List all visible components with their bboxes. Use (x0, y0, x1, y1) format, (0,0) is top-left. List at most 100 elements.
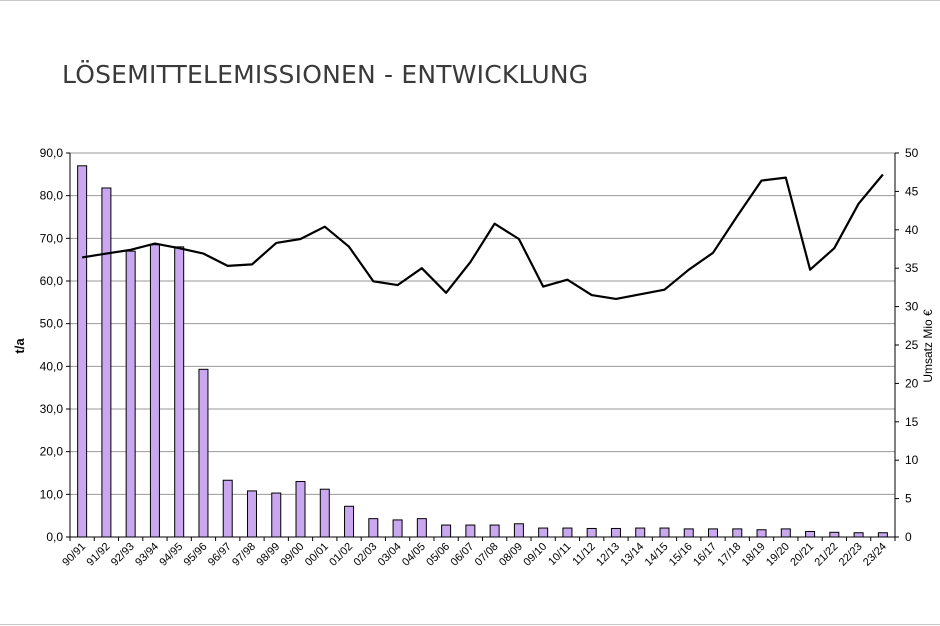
bar-series (77, 165, 888, 538)
bar-99-00 (295, 481, 306, 538)
x-tick-label: 11/12 (570, 541, 597, 568)
x-tick-label: 98/99 (254, 541, 282, 569)
y-right-tick-label: 5 (905, 492, 912, 506)
y-right-tick-label: 40 (905, 223, 919, 237)
x-tick-label: 00/01 (303, 541, 331, 569)
bar-05-06 (441, 524, 452, 538)
bar-23-24 (877, 532, 888, 538)
bar-22-23 (853, 532, 864, 538)
bar-98-99 (271, 492, 282, 538)
bar-92-93 (125, 250, 136, 538)
x-tick-label: 95/96 (182, 541, 210, 569)
x-tick-label: 91/92 (85, 541, 113, 569)
bar-19-20 (780, 528, 791, 538)
bar-21-22 (829, 531, 840, 538)
y-axis-right-title: Umsatz Mio € (921, 309, 935, 383)
x-tick-label: 01/02 (327, 541, 355, 569)
bar-04-05 (416, 518, 427, 538)
y-right-tick-label: 30 (905, 300, 919, 314)
x-tick-label: 92/93 (109, 541, 137, 569)
y-right-tick-label: 15 (905, 415, 919, 429)
bar-15-16 (683, 528, 694, 538)
y-right-tick-label: 45 (905, 184, 919, 198)
slide-bottom-border (0, 624, 940, 625)
bar-13-14 (635, 527, 646, 538)
x-tick-label: 21/22 (813, 541, 841, 569)
x-axis-ticks: 90/9191/9292/9393/9494/9595/9696/9797/98… (60, 537, 896, 569)
x-tick-label: 09/10 (521, 541, 549, 569)
x-tick-label: 94/95 (157, 541, 185, 569)
x-tick-label: 97/98 (230, 541, 258, 569)
y-tick-label: 70,0 (40, 231, 64, 245)
x-tick-label: 13/14 (618, 541, 646, 569)
x-tick-label: 90/91 (60, 541, 88, 569)
plot-frame (69, 152, 896, 538)
y-right-tick-label: 10 (905, 453, 919, 467)
bar-20-21 (805, 530, 816, 538)
x-tick-label: 22/23 (837, 541, 865, 569)
bar-91-92 (101, 187, 112, 538)
y-axis-left-title: t/a (12, 338, 27, 354)
x-tick-label: 04/05 (400, 541, 428, 569)
x-tick-label: 17/18 (715, 541, 743, 569)
bar-96-97 (222, 479, 233, 538)
bar-18-19 (756, 529, 767, 538)
slide-top-border (0, 0, 940, 1)
y-tick-label: 80,0 (40, 189, 64, 203)
bar-06-07 (465, 524, 476, 538)
bar-07-08 (489, 524, 500, 538)
x-tick-label: 06/07 (449, 541, 477, 569)
bar-95-96 (198, 368, 209, 538)
line-series (81, 173, 884, 300)
y-tick-label: 0,0 (46, 530, 63, 544)
bar-08-09 (513, 523, 524, 538)
x-tick-label: 08/09 (497, 541, 525, 569)
x-tick-label: 14/15 (643, 541, 671, 569)
y-tick-label: 50,0 (40, 317, 64, 331)
x-tick-label: 23/24 (861, 541, 889, 569)
bar-97-98 (246, 490, 257, 538)
line-umsatz (81, 173, 884, 300)
y-tick-label: 30,0 (40, 402, 64, 416)
bar-03-04 (392, 519, 403, 538)
x-tick-label: 02/03 (351, 541, 379, 569)
bar-93-94 (149, 244, 160, 538)
y-tick-label: 20,0 (40, 445, 64, 459)
y-right-tick-label: 50 (905, 146, 919, 160)
y-tick-label: 60,0 (40, 274, 64, 288)
y-right-tick-label: 20 (905, 376, 919, 390)
x-tick-label: 10/11 (546, 541, 573, 568)
x-tick-label: 07/08 (473, 541, 501, 569)
y-tick-label: 40,0 (40, 359, 64, 373)
x-tick-label: 96/97 (206, 541, 234, 569)
y-tick-label: 10,0 (40, 487, 64, 501)
bar-94-95 (174, 246, 185, 538)
x-tick-label: 93/94 (133, 541, 161, 569)
y-axis-right-ticks: 0 5 10 15 20 25 30 35 40 45 50 (895, 146, 919, 544)
bar-10-11 (562, 527, 573, 538)
y-right-tick-label: 25 (905, 338, 919, 352)
x-tick-label: 18/19 (740, 541, 768, 569)
x-tick-label: 15/16 (667, 541, 695, 569)
bar-02-03 (368, 518, 379, 538)
y-axis-left-ticks: 0,0 10,0 20,0 30,0 40,0 50,0 60,0 70,0 80,0 90,0 (40, 146, 70, 544)
y-right-tick-label: 0 (905, 530, 912, 544)
bar-01-02 (344, 505, 355, 538)
bar-17-18 (732, 528, 743, 538)
bar-00-01 (319, 488, 330, 538)
bar-09-10 (538, 527, 549, 538)
bar-11-12 (586, 527, 597, 538)
bar-90-91 (77, 165, 88, 538)
bar-14-15 (659, 527, 670, 538)
slide-title: LÖSEMITTELEMISSIONEN - ENTWICKLUNG (62, 60, 589, 89)
y-tick-label: 90,0 (40, 146, 64, 160)
x-tick-label: 19/20 (764, 541, 792, 569)
bar-12-13 (610, 527, 621, 538)
y-right-tick-label: 35 (905, 261, 919, 275)
x-tick-label: 99/00 (279, 541, 307, 569)
x-tick-label: 03/04 (376, 541, 404, 569)
gridlines (70, 195, 895, 495)
x-tick-label: 16/17 (691, 541, 719, 569)
bar-16-17 (708, 528, 719, 538)
